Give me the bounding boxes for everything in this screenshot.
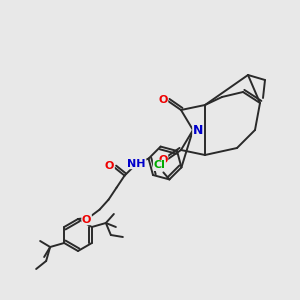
Text: O: O xyxy=(158,95,168,105)
Text: NH: NH xyxy=(127,159,146,169)
Text: O: O xyxy=(158,155,168,165)
Text: N: N xyxy=(193,124,203,136)
Text: O: O xyxy=(105,160,114,171)
Text: Cl: Cl xyxy=(154,160,165,170)
Text: O: O xyxy=(82,214,91,225)
